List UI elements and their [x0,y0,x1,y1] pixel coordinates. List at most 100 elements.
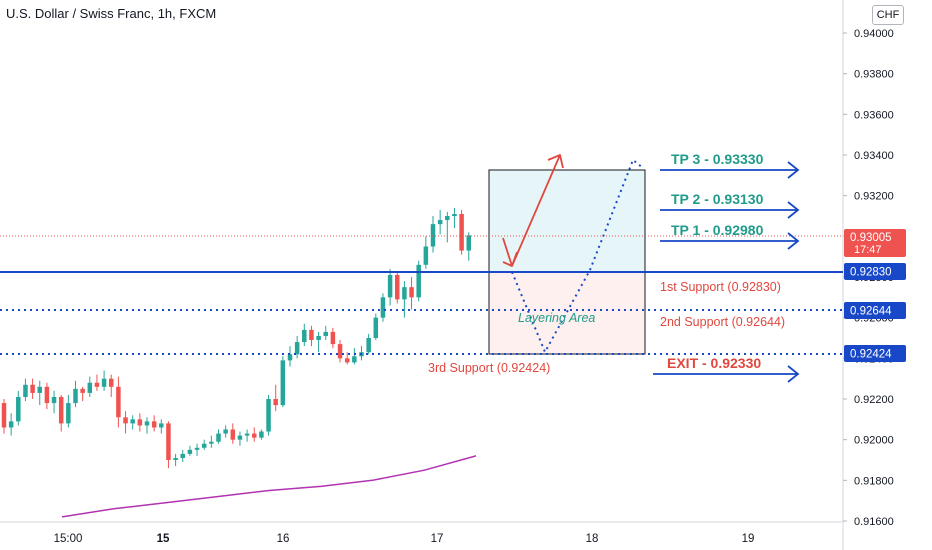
candle [395,270,400,304]
candle-body [437,220,443,225]
candle-body [73,388,78,404]
candle-body [294,342,300,355]
support-1-label: 1st Support (0.92830) [660,280,781,294]
candle [316,331,321,353]
candle [309,325,314,347]
candle-body [137,419,143,426]
candle-body [101,378,107,387]
candle [151,415,157,432]
y-tick-label: 0.92200 [854,394,894,406]
candle-body [280,360,286,406]
moving-average-line [61,455,477,518]
candle [259,429,264,440]
tp1-arrow [660,232,800,250]
candle-body [30,384,35,393]
candle [159,419,164,434]
candle-body [201,443,207,448]
candle-body [173,457,178,460]
candle [387,268,393,306]
candle [87,376,93,397]
candle [16,390,21,426]
tp2-arrow [660,201,800,219]
candle [209,435,214,448]
candle-body [387,274,393,298]
exit-arrow [653,365,800,383]
candle-body [316,335,321,341]
candle [101,370,107,391]
candle-body [452,213,457,216]
x-tick-label: 17 [431,533,444,545]
candle [452,207,457,229]
candle-body [166,423,171,460]
candle [287,346,293,367]
candle-body [352,356,357,363]
candle [244,429,250,442]
x-tick-label: 15:00 [54,533,83,545]
candle [423,236,429,269]
support-2-label: 2nd Support (0.92644) [660,315,785,329]
tp1-label: TP 1 - 0.92980 [671,222,764,238]
candle-body [416,264,421,298]
candle [144,417,150,434]
candle [409,277,414,310]
candle [23,378,28,402]
candle-body [309,329,314,341]
candle [273,384,278,412]
candle-body [445,216,450,221]
candle-countdown: 17:47 [854,244,882,256]
candle [466,232,471,261]
candle [116,376,121,428]
candle [194,443,200,456]
candle-body [1,403,7,428]
candle-body [144,421,150,426]
candle [237,431,243,446]
candle [44,382,50,410]
candle [130,415,135,430]
support-2-value: 0.92644 [850,306,892,318]
exit-label: EXIT - 0.92330 [667,355,761,371]
candle-body [116,386,121,418]
candle-body [216,433,221,442]
currency-button[interactable]: CHF [872,5,904,25]
candle [1,399,7,434]
candle-body [151,421,157,428]
candle-body [366,338,371,353]
candle-body [244,433,250,436]
candle-body [23,384,28,397]
candle-body [16,396,21,422]
candle [280,356,286,408]
candle [201,439,207,450]
candle [109,374,114,397]
candle-body [373,317,379,338]
candle-body [194,447,200,450]
candle [8,413,14,436]
candle [51,390,57,414]
candle-body [337,344,343,359]
candle [73,380,78,408]
candle [402,281,407,318]
candlestick-series [1,207,471,469]
target-zone-box [488,169,646,273]
candle [173,453,178,467]
x-tick-label: 19 [742,533,755,545]
candle-body [58,396,64,424]
candle-body [44,386,50,404]
candle-body [237,435,243,440]
support-1-value: 0.92830 [850,267,892,279]
candle [366,333,371,355]
candle-body [94,382,100,387]
candle-body [395,274,400,300]
candle-body [209,441,214,444]
candle [302,323,307,347]
candle-body [402,287,407,300]
candle-body [159,423,164,428]
candle [123,411,128,434]
support-3-value: 0.92424 [850,349,892,361]
candle [252,427,257,442]
candle-body [409,287,414,298]
rally-arrow [511,154,564,267]
current-price-tag: 0.93005 17:47 [844,229,906,257]
candle [94,374,100,391]
candle-body [87,382,93,393]
